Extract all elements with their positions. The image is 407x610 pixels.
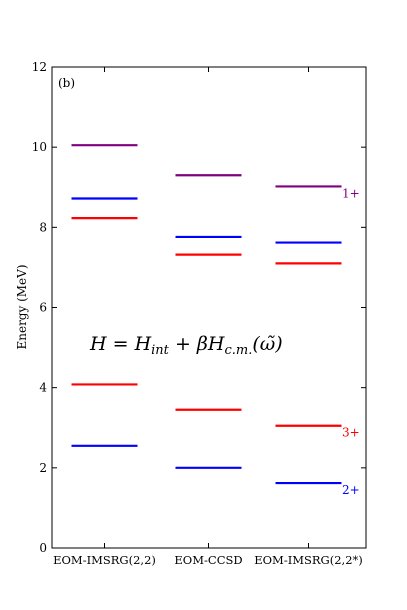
y-tick-label: 10 xyxy=(32,140,47,154)
y-tick-label: 8 xyxy=(39,220,47,234)
hamiltonian-formula: H = Hint + βHc.m.(ω̃) xyxy=(89,333,283,358)
y-axis-label: Energy (MeV) xyxy=(15,264,29,349)
plot-frame xyxy=(51,66,367,549)
level-lines xyxy=(71,144,342,485)
y-tick-label: 0 xyxy=(39,541,47,555)
y-tick-label: 6 xyxy=(39,301,47,315)
x-category-label: EOM-IMSRG(2,2*) xyxy=(254,553,363,567)
x-axis-categories: EOM-IMSRG(2,2) EOM-CCSD EOM-IMSRG(2,2*) xyxy=(53,67,363,567)
y-tick-label: 12 xyxy=(32,60,47,74)
x-category-label: EOM-IMSRG(2,2) xyxy=(53,553,156,567)
panel-label: (b) xyxy=(58,76,75,90)
state-label: 1+ xyxy=(342,186,360,200)
y-tick-label: 4 xyxy=(39,381,47,395)
y-tick-label: 2 xyxy=(39,461,47,475)
state-label: 2+ xyxy=(342,483,360,497)
x-category-label: EOM-CCSD xyxy=(174,553,242,567)
state-labels: 1+ 3+ 2+ xyxy=(342,186,360,497)
y-axis-ticks: 0 2 4 6 8 10 12 xyxy=(32,60,366,555)
state-label: 3+ xyxy=(342,426,360,440)
